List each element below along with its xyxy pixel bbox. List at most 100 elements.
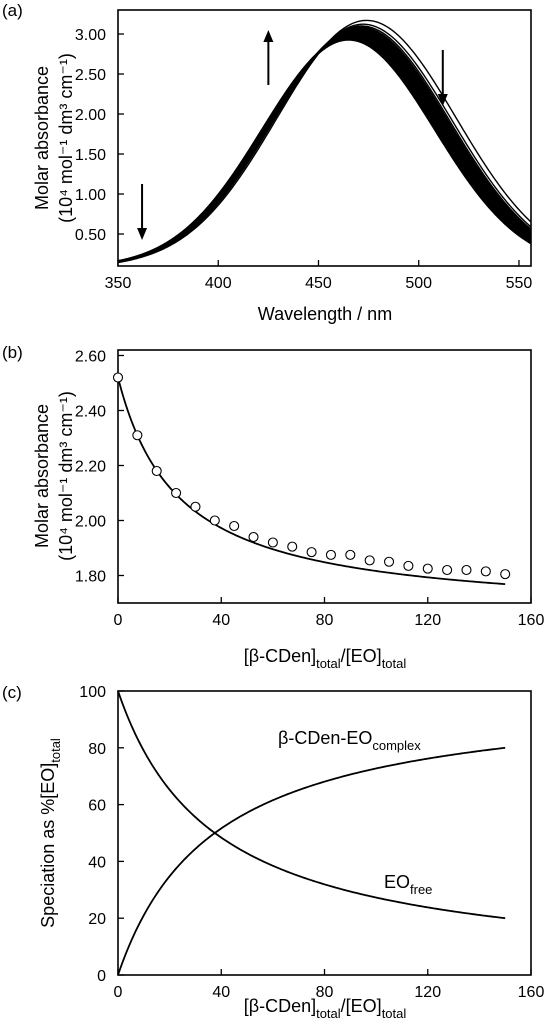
panel-c: (c) 0 40 80 120 160 0 20 40 60 80 100 β-CDen-EOcom…	[2, 683, 544, 1021]
data-point	[287, 541, 298, 552]
panel-a-arrows	[137, 30, 448, 240]
panel-b-y-tick-label: 2.20	[75, 459, 106, 476]
panel-b-fit	[117, 377, 506, 586]
complex-curve	[117, 746, 506, 976]
panel-c-xlabel-part1: [β-CDen]	[244, 996, 316, 1016]
panel-c-x-axis-label: [β-CDen]total/[EO]total	[244, 996, 407, 1021]
data-point	[229, 520, 240, 532]
panel-c-x-tick-label: 120	[414, 984, 441, 1001]
panel-b-y-tick-label: 2.60	[75, 349, 106, 366]
panel-a-x-axis-label: Wavelength / nm	[258, 304, 392, 324]
data-point	[442, 564, 453, 576]
panel-c-xlabel-sub1: total	[316, 1006, 341, 1021]
panel-c-y-tick-label: 0	[97, 968, 106, 985]
panel-a-x-tick-label: 550	[506, 275, 533, 292]
data-point	[267, 537, 278, 548]
panel-b-xlabel-part2: /[EO]	[341, 646, 382, 666]
panel-c-y-tick-label: 80	[88, 741, 106, 758]
arrow-up-head	[263, 30, 274, 42]
panel-c-y-axis-label: Speciation as %[EO]total	[38, 738, 63, 928]
panel-c-xlabel-part2: /[EO]	[341, 996, 382, 1016]
panel-c-y-tick-label: 40	[88, 854, 106, 871]
panel-c-x-tick-label: 160	[518, 984, 545, 1001]
panel-a-y-tick-label: 1.00	[75, 187, 106, 204]
panel-b-y-axis-label-1: Molar absorbance	[32, 404, 52, 548]
data-point	[248, 531, 259, 543]
panel-b-xlabel-part1: [β-CDen]	[244, 646, 316, 666]
panel-c-x-tick-label: 0	[114, 984, 123, 1001]
panel-b: (b) 0 40 80 120 160 1.80 2.00 2.20 2.40 2.60 [β-C…	[2, 343, 544, 671]
panel-a-label: (a)	[2, 1, 23, 20]
panel-b-y-tick-label: 2.40	[75, 404, 106, 421]
panel-c-ticks: 0 40 80 120 160 0 20 40 60 80 100	[79, 684, 544, 1001]
panel-b-x-tick-label: 120	[414, 612, 441, 629]
data-point	[480, 566, 491, 577]
arrow-down-head	[137, 228, 148, 240]
data-point	[422, 563, 433, 574]
panel-a-x-tick-label: 450	[305, 275, 332, 292]
panel-c-xlabel-sub2: total	[382, 1006, 407, 1021]
data-point	[383, 556, 395, 567]
panel-b-label: (b)	[2, 343, 23, 362]
panel-c-ylabel-part1: Speciation as %[EO]	[38, 763, 58, 928]
panel-a-x-tick-label: 350	[105, 275, 132, 292]
series-label-complex-name: β-CDen-EO	[278, 728, 372, 748]
data-point	[461, 564, 472, 576]
panel-a-ticks: 350 400 450 500 550 0.50 1.00 1.50 2.00 2.50 3.00	[75, 27, 533, 292]
panel-b-xlabel-sub2: total	[382, 656, 407, 671]
panel-a-x-tick-label: 500	[405, 275, 432, 292]
panel-a-y-tick-label: 0.50	[75, 227, 106, 244]
series-label-free: EOfree	[384, 872, 432, 897]
fit-curve	[117, 377, 506, 586]
data-point	[364, 555, 375, 566]
data-point	[190, 501, 201, 512]
data-point	[112, 372, 124, 383]
panel-b-x-tick-label: 40	[212, 612, 230, 629]
panel-b-ticks: 0 40 80 120 160 1.80 2.00 2.20 2.40 2.60	[75, 349, 545, 630]
data-point	[171, 487, 182, 499]
panel-b-points	[112, 372, 511, 580]
data-point	[209, 515, 220, 526]
panel-a-frame	[117, 9, 532, 267]
panel-c-y-tick-label: 60	[88, 798, 106, 815]
spectrum-line	[117, 25, 532, 263]
spectrum-line	[117, 37, 532, 263]
spectrum-line	[117, 28, 532, 263]
panel-a-y-tick-label: 1.50	[75, 147, 106, 164]
data-point	[403, 560, 414, 571]
panel-c-y-tick-label: 100	[79, 684, 106, 701]
panel-c-label: (c)	[2, 683, 22, 702]
panel-c-y-tick-label: 20	[88, 911, 106, 928]
series-label-free-sub: free	[410, 882, 432, 897]
panel-c-curves	[117, 690, 506, 976]
panel-a-y-tick-label: 3.00	[75, 27, 106, 44]
data-point	[306, 547, 317, 558]
panel-c-ylabel-sub: total	[48, 738, 63, 763]
data-point	[500, 569, 511, 580]
spectrum-line	[117, 19, 532, 264]
spectrum-line	[117, 30, 532, 263]
panel-b-x-tick-label: 80	[316, 612, 334, 629]
panel-b-y-axis-label-2: (10⁴ mol⁻¹ dm³ cm⁻¹)	[56, 391, 76, 561]
spectrum-line	[117, 38, 532, 263]
panel-a-y-tick-label: 2.50	[75, 67, 106, 84]
panel-b-x-tick-label: 0	[114, 612, 123, 629]
data-point	[151, 465, 162, 477]
series-label-free-name: EO	[384, 872, 410, 892]
panel-b-x-axis-label: [β-CDen]total/[EO]total	[244, 646, 407, 671]
panel-b-xlabel-sub1: total	[316, 656, 341, 671]
data-point	[345, 549, 356, 560]
series-label-complex: β-CDen-EOcomplex	[278, 728, 421, 753]
panel-b-y-tick-label: 1.80	[75, 569, 106, 586]
panel-a-y-axis-label-1: Molar absorbance	[32, 66, 52, 210]
spectrum-line	[117, 27, 532, 264]
spectrum-line	[117, 23, 532, 263]
data-point	[325, 549, 337, 560]
free-curve	[117, 690, 506, 920]
panel-a-y-axis-label-2: (10⁴ mol⁻¹ dm³ cm⁻¹)	[56, 53, 76, 223]
spectrum-line	[117, 26, 532, 264]
panel-b-x-tick-label: 160	[518, 612, 545, 629]
spectrum-line	[117, 29, 532, 263]
panel-a: (a) 350 400 450 500 5500.501.001.502.002.503…	[2, 1, 532, 324]
